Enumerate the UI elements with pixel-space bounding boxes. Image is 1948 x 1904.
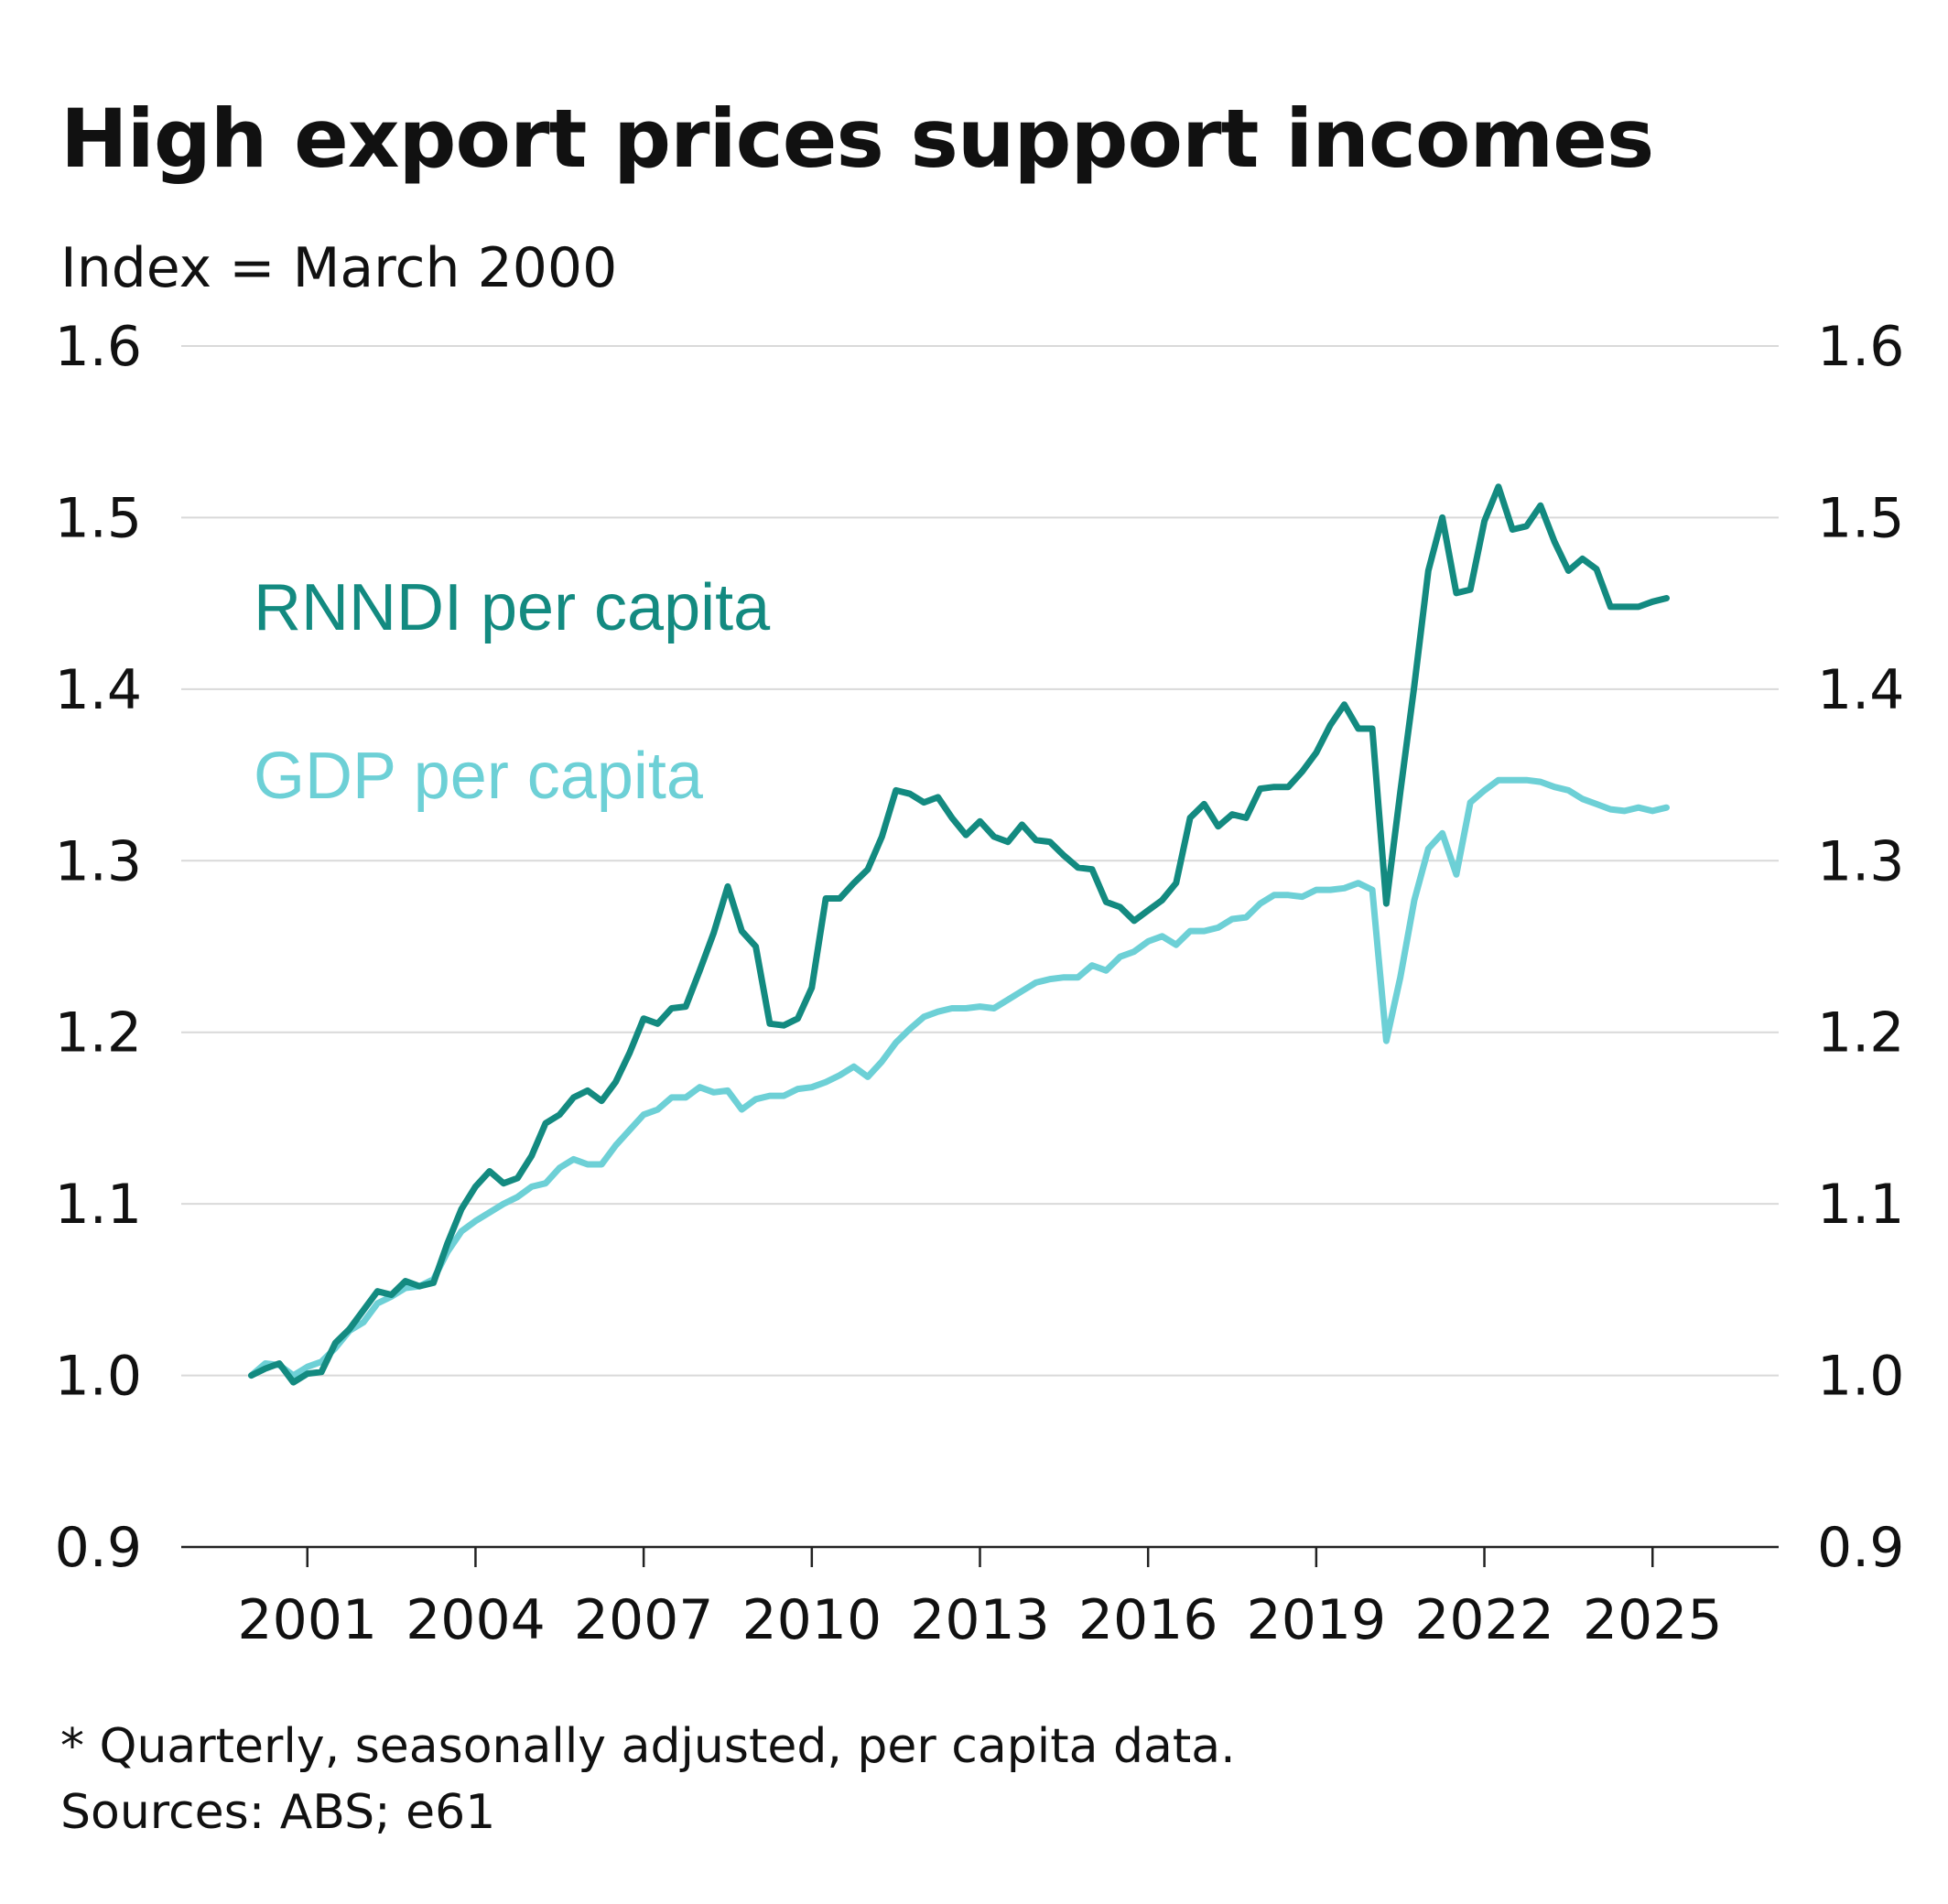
y-tick-label-left: 1.5 (55, 486, 142, 550)
x-tick-label: 2010 (741, 1588, 882, 1652)
gdp-per-capita-line (248, 776, 1670, 1379)
x-tick-label: 2025 (1583, 1588, 1723, 1652)
y-tick-label-right: 1.4 (1817, 658, 1904, 722)
x-tick-label: 2019 (1247, 1588, 1387, 1652)
x-tick-label: 2004 (406, 1588, 546, 1652)
y-tick-label-left: 1.4 (55, 658, 142, 722)
x-tick-label: 2016 (1078, 1588, 1218, 1652)
chart-title: High export prices support incomes (60, 92, 1654, 186)
footnote: * Quarterly, seasonally adjusted, per ca… (60, 1719, 1236, 1774)
x-tick-label: 2022 (1414, 1588, 1554, 1652)
y-tick-label-right: 1.1 (1817, 1173, 1904, 1237)
x-tick-label: 2013 (910, 1588, 1050, 1652)
x-tick-label: 2007 (574, 1588, 714, 1652)
series-labels: RNNDI per capita GDP per capita (254, 571, 771, 813)
y-tick-label-left: 1.0 (55, 1345, 142, 1409)
y-tick-label-left: 1.2 (55, 1001, 142, 1066)
source-note: Sources: ABS; e61 (60, 1785, 496, 1840)
y-tick-label-right: 1.6 (1817, 315, 1904, 379)
series-label-rnndi: RNNDI per capita (254, 571, 771, 644)
line-chart: 0.9 0.9 1.0 1.0 1.1 1.1 1.2 1.2 1.3 1.3 1.4 1.4 1.5 1… (55, 315, 1905, 1652)
axes (181, 1545, 1779, 1567)
series-label-gdp: GDP per capita (254, 740, 704, 813)
series-lines (248, 483, 1670, 1386)
y-tick-label-right: 1.0 (1817, 1345, 1904, 1409)
y-tick-label-left: 0.9 (55, 1516, 142, 1580)
y-tick-label-left: 1.1 (55, 1173, 142, 1237)
y-tick-label-right: 1.5 (1817, 486, 1904, 550)
gridlines (181, 345, 1779, 1377)
tick-labels: 0.9 0.9 1.0 1.0 1.1 1.1 1.2 1.2 1.3 1.3 1.4 1.4 1.5 1… (55, 315, 1905, 1652)
y-tick-label-right: 1.3 (1817, 829, 1904, 893)
y-tick-label-left: 1.3 (55, 829, 142, 893)
y-axis-unit-label: Index = March 2000 (60, 236, 618, 300)
x-tick-label: 2001 (237, 1588, 377, 1652)
y-tick-label-right: 0.9 (1817, 1516, 1904, 1580)
rnndi-per-capita-line (248, 483, 1670, 1386)
y-tick-label-left: 1.6 (55, 315, 142, 379)
y-tick-label-right: 1.2 (1817, 1001, 1904, 1066)
